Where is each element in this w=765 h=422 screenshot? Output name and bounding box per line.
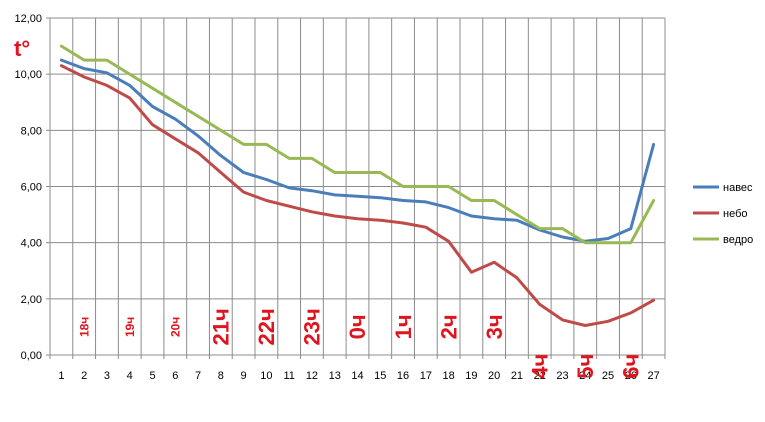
time-annotation: 1ч [391, 314, 416, 339]
x-tick-label: 10 [260, 370, 272, 382]
y-tick-label: 6,00 [21, 182, 42, 194]
x-tick-label: 25 [602, 370, 614, 382]
y-tick-label: 4,00 [21, 238, 42, 250]
time-annotation: 20ч [169, 317, 183, 337]
time-annotation: 3ч [482, 314, 507, 339]
x-tick-label: 1 [58, 370, 64, 382]
x-tick-label: 23 [556, 370, 568, 382]
x-tick-label: 26 [625, 370, 637, 382]
x-tick-label: 15 [374, 370, 386, 382]
x-tick-label: 22 [534, 370, 546, 382]
x-tick-label: 9 [241, 370, 247, 382]
time-annotation: 2ч [436, 314, 461, 339]
x-tick-label: 21 [511, 370, 523, 382]
legend-label: навес [723, 182, 753, 194]
y-tick-label: 10,00 [14, 69, 42, 81]
x-tick-label: 18 [442, 370, 454, 382]
time-annotation: 4ч [527, 354, 552, 379]
grid [49, 17, 666, 356]
time-annotation: 22ч [254, 308, 279, 345]
series-line-небо [59, 64, 656, 327]
x-tick-label: 8 [218, 370, 224, 382]
x-tick-label: 6 [172, 370, 178, 382]
x-tick-label: 27 [647, 370, 659, 382]
y-unit-label: t° [14, 36, 30, 61]
x-tick-label: 4 [127, 370, 133, 382]
time-annotations: 18ч 19ч 20ч 21ч 22ч 23ч 0ч 1ч 2ч 3ч 4ч 5ч 6ч [77, 308, 643, 378]
y-tick-label: 12,00 [14, 13, 42, 25]
x-tick-label: 7 [195, 370, 201, 382]
x-tick-label: 2 [81, 370, 87, 382]
y-tick-label: 8,00 [21, 125, 42, 137]
x-tick-label: 24 [579, 370, 591, 382]
x-tick-label: 3 [104, 370, 110, 382]
x-tick-label: 20 [488, 370, 500, 382]
x-tick-label: 14 [351, 370, 363, 382]
x-tick-label: 19 [465, 370, 477, 382]
legend: навес небо ведро [693, 182, 753, 246]
x-tick-label: 11 [283, 370, 294, 382]
x-tick-label: 16 [397, 370, 409, 382]
x-tick-label: 5 [149, 370, 155, 382]
time-annotation: 23ч [300, 308, 325, 345]
time-annotation: 21ч [209, 308, 234, 345]
y-tick-label: 2,00 [21, 294, 42, 306]
x-tick-label: 17 [420, 370, 432, 382]
legend-label: небо [723, 208, 748, 220]
series-line-ведро [59, 44, 656, 245]
time-annotation: 0ч [345, 314, 370, 339]
legend-label: ведро [723, 234, 753, 246]
time-annotation: 19ч [123, 317, 137, 337]
series-lines [59, 44, 656, 327]
time-annotation: 6ч [619, 354, 644, 379]
x-tick-label: 12 [306, 370, 318, 382]
time-annotation: 18ч [77, 317, 91, 337]
time-annotation: 5ч [573, 354, 598, 379]
x-tick-label: 13 [329, 370, 341, 382]
series-line-навес [59, 58, 656, 243]
y-tick-label: 0,00 [21, 350, 42, 362]
